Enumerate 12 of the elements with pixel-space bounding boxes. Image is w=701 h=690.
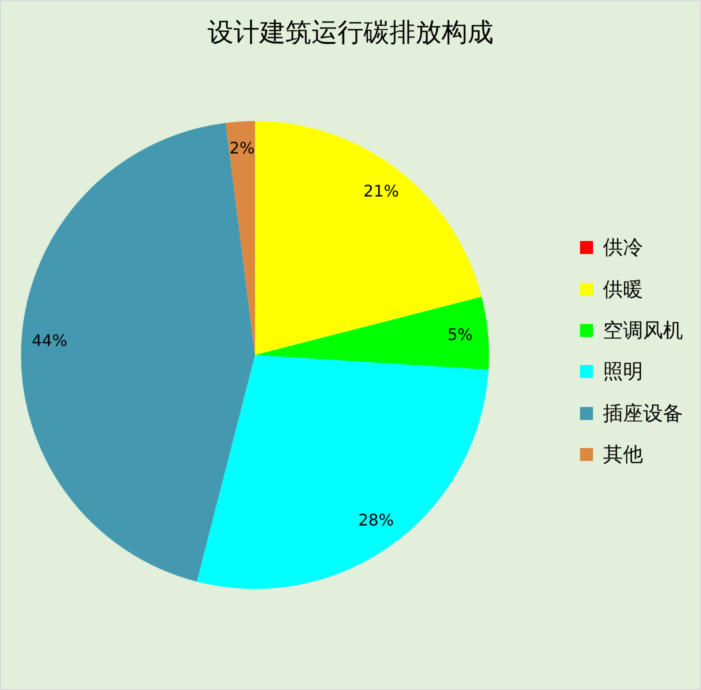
legend-label: 空调风机 <box>603 316 683 344</box>
legend-label: 供冷 <box>603 234 643 262</box>
data-label: 44% <box>32 331 68 350</box>
data-label: 28% <box>358 510 394 530</box>
legend-label: 插座设备 <box>603 400 683 427</box>
data-label: 21% <box>363 181 399 200</box>
legend-label: 照明 <box>603 358 643 386</box>
legend-label: 其他 <box>603 441 643 468</box>
chart-title: 设计建筑运行碳排放构成 <box>206 17 494 50</box>
legend-label: 供暖 <box>603 276 643 303</box>
data-label: 5% <box>447 324 473 344</box>
data-label: 2% <box>229 138 255 158</box>
